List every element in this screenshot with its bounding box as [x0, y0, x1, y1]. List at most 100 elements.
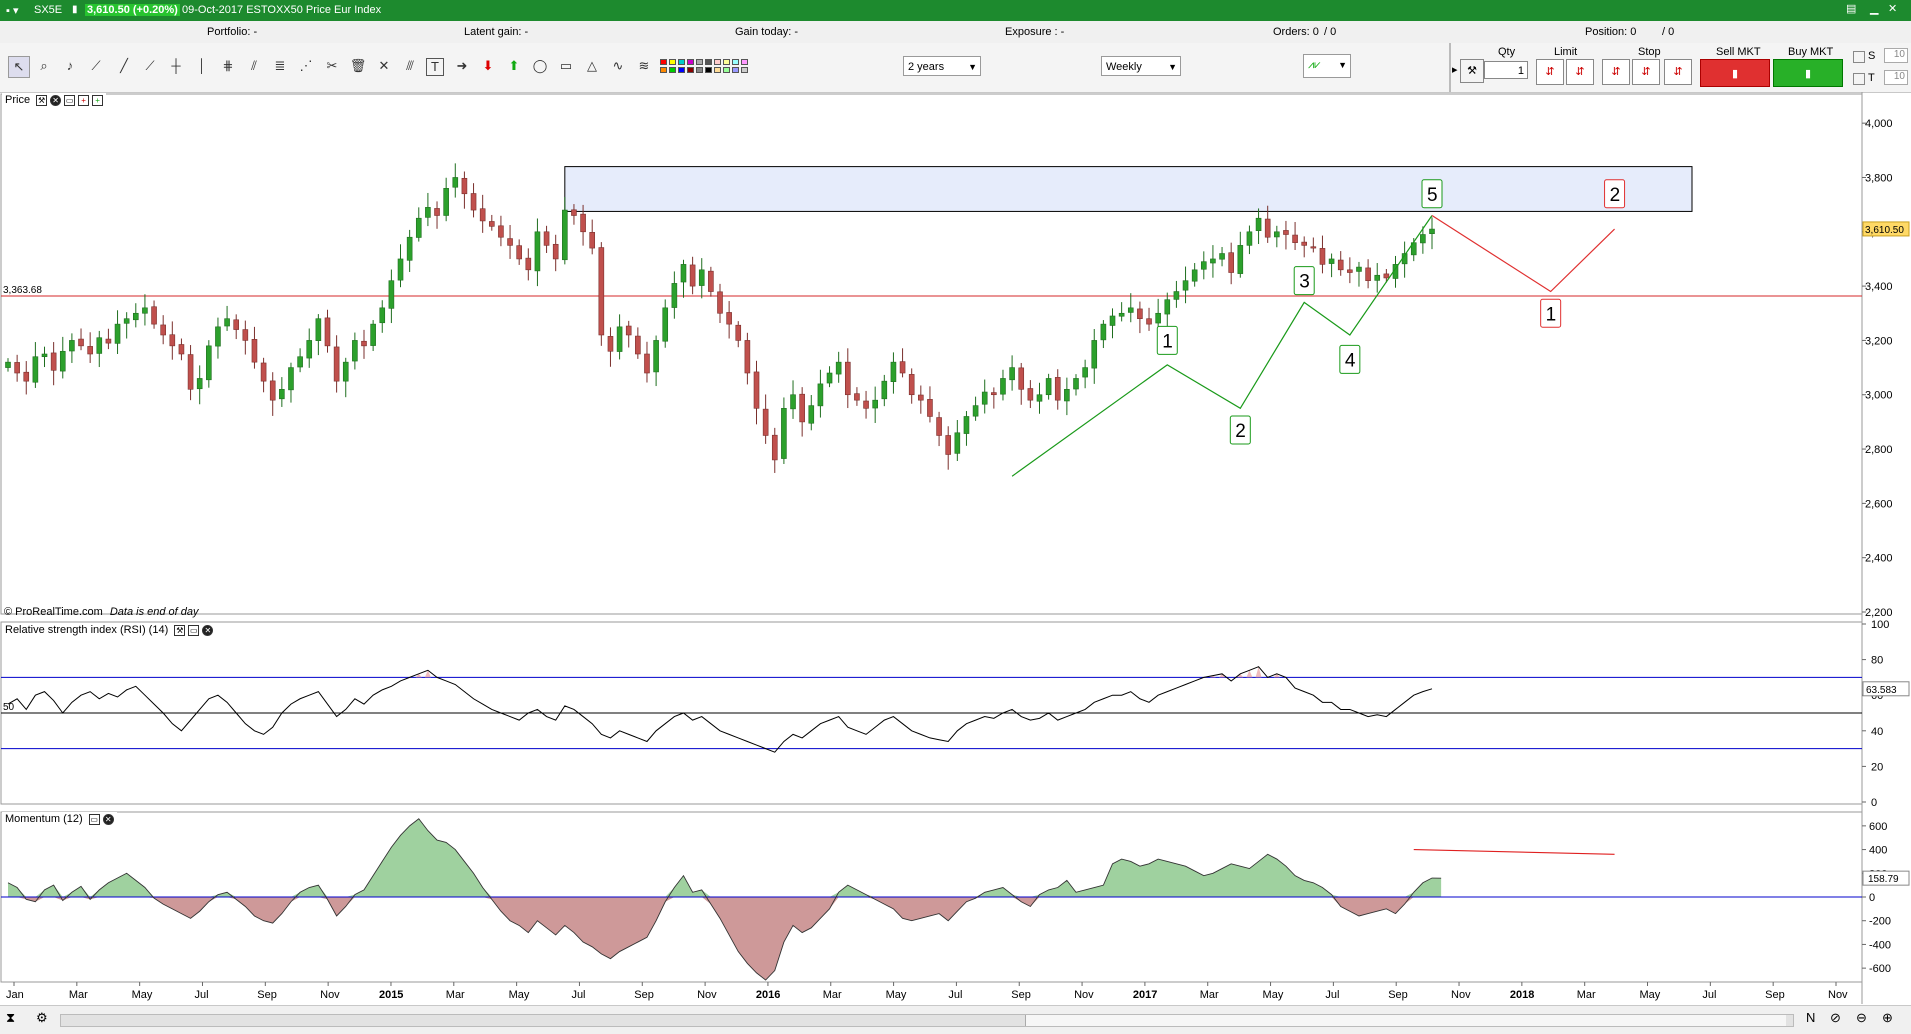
zoom-tool-icon[interactable]: ⌕	[40, 58, 48, 73]
take-profit-checkbox[interactable]	[1853, 73, 1865, 85]
pointer-tool-icon[interactable]: ↖	[8, 56, 30, 78]
price-candle	[5, 361, 11, 368]
chart-canvas[interactable]: 4,0003,8003,6003,4003,2003,0002,8002,600…	[0, 92, 1911, 1004]
color-swatch[interactable]	[714, 59, 721, 65]
chart-style-select[interactable]: ⩘⩗ ▼	[1303, 54, 1351, 78]
color-swatch[interactable]	[741, 67, 748, 73]
price-candle	[251, 339, 258, 363]
fit-icon[interactable]: ⊘	[1830, 1010, 1841, 1025]
info-icon[interactable]: ▮	[72, 4, 78, 15]
buy-market-button[interactable]: ▮	[1773, 59, 1843, 87]
ellipse-tool-icon[interactable]: ◯	[532, 58, 548, 73]
delete-tool-icon[interactable]: 🗑	[349, 58, 367, 73]
symbol-label[interactable]: SX5E	[34, 4, 63, 16]
color-swatch[interactable]	[723, 59, 730, 65]
color-palette[interactable]	[660, 57, 816, 79]
color-swatch[interactable]	[660, 67, 667, 73]
color-swatch[interactable]	[669, 67, 676, 73]
price-candle	[863, 400, 869, 409]
alert-bell-icon[interactable]: ♪	[66, 58, 74, 73]
x-axis-tick-label: Sep	[257, 989, 277, 1001]
color-swatch[interactable]	[705, 59, 712, 65]
period-select[interactable]: 2 years ▼	[903, 56, 981, 76]
stop-sell-button[interactable]: ⇵	[1602, 59, 1630, 85]
stop-limit-button[interactable]: ⇵	[1664, 59, 1692, 85]
timeframe-icon[interactable]: ⧗	[6, 1010, 16, 1025]
vertical-line-icon[interactable]: │	[197, 58, 207, 73]
scrollbar-thumb[interactable]	[1025, 1015, 1786, 1026]
arrow-down-icon[interactable]: ⬇	[482, 58, 494, 73]
text-tool-icon[interactable]: T	[426, 58, 444, 76]
eraser-tool-icon[interactable]: ✂	[326, 58, 338, 73]
color-swatch[interactable]	[732, 59, 739, 65]
trendline-tool-icon[interactable]: ╱	[120, 58, 128, 73]
horizontal-scrollbar[interactable]	[60, 1014, 1794, 1027]
add-indicator-icon[interactable]: +	[78, 94, 90, 106]
zoom-in-icon[interactable]: ⊕	[1882, 1010, 1893, 1025]
price-candle	[543, 231, 550, 246]
close-panel-icon[interactable]: ✕	[50, 94, 62, 106]
color-swatch[interactable]	[660, 59, 667, 65]
color-swatch[interactable]	[732, 67, 739, 73]
close-icon[interactable]: ✕	[1888, 3, 1898, 15]
momentum-y-tick-label: 600	[1869, 821, 1887, 833]
app-menu-icon[interactable]: ▪ ▾	[6, 5, 19, 17]
price-candle	[105, 338, 112, 344]
rsi-panel-title: Relative strength index (RSI) (14)	[5, 624, 169, 636]
parallel-tool-icon[interactable]: ⫻	[406, 58, 414, 73]
stop-loss-input[interactable]: 10	[1884, 48, 1908, 63]
color-tool-icon[interactable]: ≋	[638, 58, 650, 73]
limit-buy-button[interactable]: ⇵	[1566, 59, 1594, 85]
close-panel-icon[interactable]: ✕	[202, 624, 214, 636]
maximize-icon[interactable]: ▭	[188, 624, 200, 636]
close-panel-icon[interactable]: ✕	[102, 813, 114, 825]
color-swatch[interactable]	[696, 59, 703, 65]
stop-loss-checkbox[interactable]	[1853, 51, 1865, 63]
cross-tool-icon[interactable]: ✕	[378, 58, 390, 73]
maximize-icon[interactable]: ▭	[88, 813, 100, 825]
x-axis-tick-label: Jul	[948, 989, 962, 1001]
triangle-tool-icon[interactable]: △	[587, 58, 597, 73]
price-candle	[178, 344, 185, 355]
color-swatch[interactable]	[741, 59, 748, 65]
fibonacci-tool-icon[interactable]: ≣	[274, 58, 286, 73]
expand-order-icon[interactable]: ▸	[1452, 64, 1458, 76]
price-candle	[708, 270, 714, 292]
color-swatch[interactable]	[687, 59, 694, 65]
zoom-out-icon[interactable]: ⊖	[1856, 1010, 1867, 1025]
arrow-right-icon[interactable]: ➜	[456, 58, 468, 73]
channel-tool-icon[interactable]: ⋕	[222, 58, 234, 73]
wave-tool-icon[interactable]: ∿	[612, 58, 624, 73]
limit-sell-button[interactable]: ⇵	[1536, 59, 1564, 85]
wrench-icon[interactable]: ⚒	[174, 624, 186, 636]
color-swatch[interactable]	[714, 67, 721, 73]
color-swatch[interactable]	[687, 67, 694, 73]
color-swatch[interactable]	[678, 59, 685, 65]
add-indicator-green-icon[interactable]: +	[92, 94, 104, 106]
stop-buy-button[interactable]: ⇵	[1632, 59, 1660, 85]
interval-select[interactable]: Weekly ▼	[1101, 56, 1181, 76]
ruler-tool-icon[interactable]: ⟋	[91, 58, 101, 73]
qty-input[interactable]: 1	[1484, 61, 1528, 79]
horizontal-line-icon[interactable]: ┼	[171, 58, 181, 73]
color-swatch[interactable]	[696, 67, 703, 73]
color-swatch[interactable]	[678, 67, 685, 73]
settings-icon[interactable]: ⚙	[36, 1010, 48, 1025]
sell-market-button[interactable]: ▮	[1700, 59, 1770, 87]
momentum-panel-title: Momentum (12)	[5, 813, 83, 825]
color-swatch[interactable]	[669, 59, 676, 65]
arrow-up-icon[interactable]: ⬆	[508, 58, 520, 73]
wrench-icon[interactable]: ⚒	[1460, 59, 1484, 83]
take-profit-input[interactable]: 10	[1884, 70, 1908, 85]
pattern-tool-icon[interactable]: ⋰	[299, 58, 313, 73]
color-swatch[interactable]	[705, 67, 712, 73]
window-menu-icon[interactable]: ▤	[1846, 3, 1857, 15]
wrench-icon[interactable]: ⚒	[36, 94, 48, 106]
line-tool-icon[interactable]: ⟋	[145, 58, 155, 73]
reset-zoom-icon[interactable]: N	[1806, 1010, 1816, 1025]
rectangle-tool-icon[interactable]: ▭	[559, 58, 573, 73]
maximize-icon[interactable]: ▭	[64, 94, 76, 106]
fan-tool-icon[interactable]: ⫽	[251, 58, 257, 73]
minimize-icon[interactable]: ▁	[1870, 3, 1879, 15]
color-swatch[interactable]	[723, 67, 730, 73]
